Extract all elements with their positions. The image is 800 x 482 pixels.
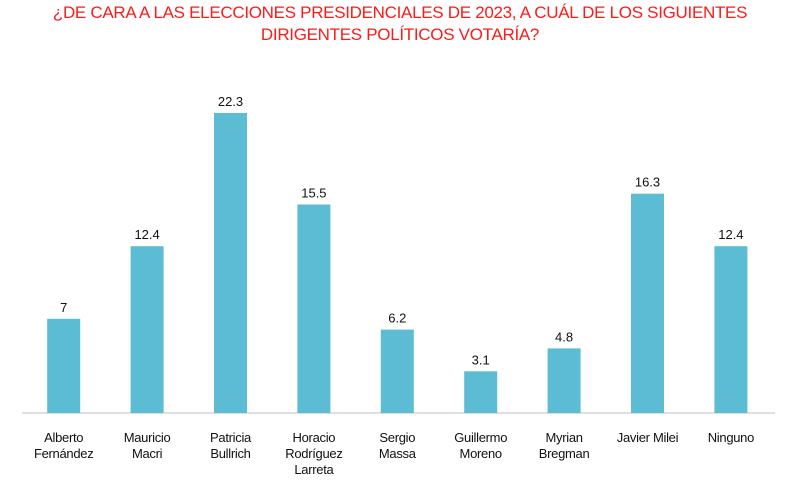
category-label-6-line-0: Myrian [545, 430, 583, 445]
category-label-8: Ninguno [686, 430, 776, 446]
category-label-3-line-0: Horacio [292, 430, 336, 445]
category-label-3: Horacio Rodríguez Larreta [269, 430, 359, 478]
category-label-6: Myrian Bregman [519, 430, 609, 462]
category-label-4-line-0: Sergio [379, 430, 416, 445]
data-label-6: 4.8 [555, 329, 573, 344]
chart-title: ¿DE CARA A LAS ELECCIONES PRESIDENCIALES… [0, 2, 800, 46]
bar-0 [47, 318, 81, 413]
category-label-4-line-1: Massa [378, 446, 416, 461]
bar-5 [464, 371, 498, 413]
bar-4 [380, 329, 414, 413]
category-label-2: Patricia Bullrich [186, 430, 276, 462]
category-label-2-line-1: Bullrich [210, 446, 251, 461]
data-label-2: 22.3 [218, 94, 243, 109]
category-label-5: Guillermo Moreno [436, 430, 526, 462]
category-label-3-line-2: Larreta [294, 462, 334, 477]
category-label-1: Mauricio Macri [102, 430, 192, 462]
bar-7 [631, 193, 664, 413]
category-label-7-line-0: Javier Milei [616, 430, 679, 445]
bar-3 [297, 204, 331, 413]
category-label-1-line-1: Macri [131, 446, 163, 461]
data-label-8: 12.4 [718, 227, 743, 242]
data-label-0: 7 [60, 300, 67, 315]
chart-title-line-2: DIRIGENTES POLÍTICOS VOTARÍA? [260, 25, 540, 44]
category-label-0: Alberto Fernández [19, 430, 109, 462]
category-label-1-line-0: Mauricio [123, 430, 171, 445]
category-label-3-line-1: Rodríguez [285, 446, 343, 461]
category-label-2-line-0: Patricia [210, 430, 251, 445]
bar-8 [714, 246, 748, 413]
bar-2 [214, 113, 247, 413]
category-label-0-line-1: Fernández [33, 446, 94, 461]
category-label-8-line-0: Ninguno [707, 430, 755, 445]
category-label-7: Javier Milei [603, 430, 693, 446]
chart-title-line-1: ¿DE CARA A LAS ELECCIONES PRESIDENCIALES… [52, 3, 748, 22]
category-label-6-line-1: Bregman [538, 446, 590, 461]
bar-6 [547, 348, 581, 413]
bar-1 [130, 246, 164, 413]
data-label-4: 6.2 [388, 311, 406, 326]
category-label-5-line-0: Guillermo [454, 430, 508, 445]
data-label-1: 12.4 [134, 227, 159, 242]
data-label-3: 15.5 [301, 186, 326, 201]
category-label-4: Sergio Massa [352, 430, 442, 462]
category-label-0-line-0: Alberto [44, 430, 84, 445]
data-label-7: 16.3 [635, 175, 660, 190]
data-label-5: 3.1 [472, 352, 490, 367]
category-label-5-line-1: Moreno [459, 446, 503, 461]
